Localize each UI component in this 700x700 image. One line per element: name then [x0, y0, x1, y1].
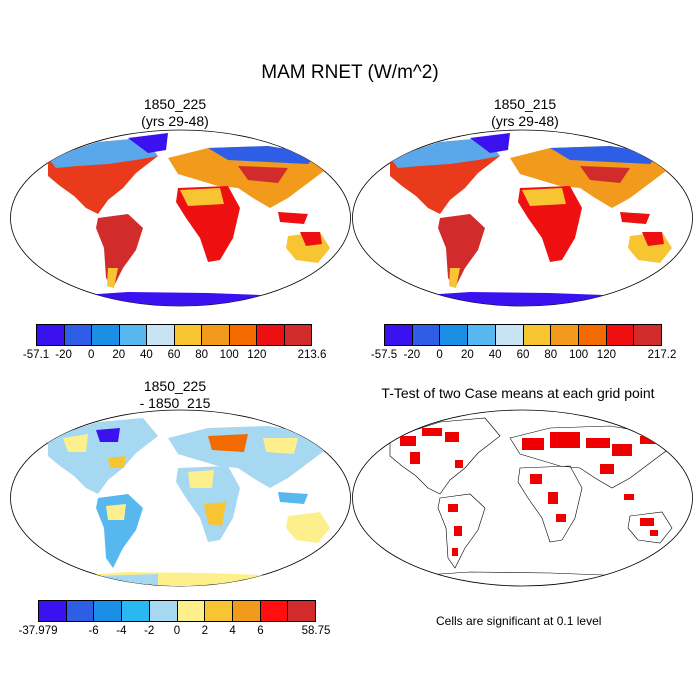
colorbar-swatch	[385, 325, 413, 345]
colorbar-swatch	[260, 601, 289, 621]
colorbar-swatch	[37, 325, 65, 345]
colorbar-tick-label: 20	[112, 349, 126, 361]
colorbar-swatch	[551, 325, 579, 345]
colorbar-tick-label: 0	[436, 349, 443, 361]
colorbar-tick-label: 20	[460, 349, 474, 361]
colorbar-tick-label: 217.2	[647, 349, 677, 361]
panel-3-title: 1850_225 - 1850_215	[139, 378, 211, 411]
colorbar-panel-3	[38, 600, 316, 622]
colorbar-swatch	[578, 325, 607, 345]
colorbar-swatch	[149, 601, 178, 621]
colorbar-swatch	[229, 325, 257, 345]
colorbar-tick-label: -37.979	[18, 625, 58, 637]
panel-4-title: T-Test of two Case means at each grid po…	[381, 385, 655, 401]
colorbar-tick-label: 0	[173, 625, 181, 637]
colorbar-tick-label: -57.5	[370, 349, 398, 361]
colorbar-swatch	[634, 325, 662, 345]
colorbar-tick-label: 60	[516, 349, 530, 361]
colorbar-tick-label: 60	[167, 349, 181, 361]
panel-1-title: 1850_225 (yrs 29-48)	[141, 96, 209, 129]
map-panel-difference	[10, 409, 351, 587]
colorbar-tick-label: 80	[544, 349, 558, 361]
colorbar-tick-label: 80	[195, 349, 208, 361]
colorbar-swatch	[64, 325, 92, 345]
colorbar-tick-label: 6	[257, 625, 264, 637]
significance-note: Cells are significant at 0.1 level	[436, 614, 602, 628]
colorbar-tick-label: 58.75	[301, 625, 331, 637]
panel-2-title: 1850_215 (yrs 29-48)	[491, 96, 559, 129]
map-panel-1850-215	[352, 129, 693, 307]
colorbar-tick-label: 2	[201, 625, 208, 637]
colorbar-swatch	[495, 325, 524, 345]
colorbar-tick-label: 4	[229, 625, 236, 637]
colorbar-tick-label: -6	[88, 625, 99, 637]
figure-title: MAM RNET (W/m^2)	[261, 62, 439, 83]
colorbar-tick-label: 100	[219, 349, 239, 361]
colorbar-tick-label: -20	[55, 349, 72, 361]
colorbar-swatch	[39, 601, 67, 621]
colorbar-tick-label: 100	[569, 349, 589, 361]
map-panel-significance	[352, 409, 693, 587]
colorbar-swatch	[412, 325, 441, 345]
colorbar-tick-label: 120	[596, 349, 616, 361]
colorbar-tick-label: 213.6	[297, 349, 327, 361]
colorbar-swatch	[205, 601, 233, 621]
colorbar-tick-label: 40	[488, 349, 502, 361]
colorbar-swatch	[174, 325, 202, 345]
colorbar-swatch	[284, 325, 311, 345]
colorbar-swatch	[202, 325, 230, 345]
colorbar-swatch	[94, 601, 123, 621]
colorbar-swatch	[606, 325, 635, 345]
colorbar-tick-label: -57.1	[22, 349, 50, 361]
colorbar-swatch	[147, 325, 175, 345]
colorbar-swatch	[122, 601, 150, 621]
colorbar-panel-1	[36, 324, 312, 346]
colorbar-tick-label: -20	[403, 349, 421, 361]
colorbar-swatch	[232, 601, 261, 621]
colorbar-swatch	[66, 601, 95, 621]
colorbar-tick-label: -2	[144, 625, 155, 637]
colorbar-tick-label: -4	[116, 625, 127, 637]
colorbar-swatch	[119, 325, 147, 345]
colorbar-swatch	[523, 325, 552, 345]
colorbar-swatch	[92, 325, 120, 345]
colorbar-tick-label: 40	[139, 349, 153, 361]
colorbar-swatch	[468, 325, 496, 345]
colorbar-tick-label: 0	[87, 349, 95, 361]
colorbar-swatch	[177, 601, 206, 621]
colorbar-swatch	[257, 325, 285, 345]
map-panel-1850-225	[10, 129, 351, 307]
colorbar-swatch	[440, 325, 469, 345]
colorbar-tick-label: 120	[247, 349, 267, 361]
colorbar-swatch	[288, 601, 316, 621]
colorbar-panel-2	[384, 324, 662, 346]
